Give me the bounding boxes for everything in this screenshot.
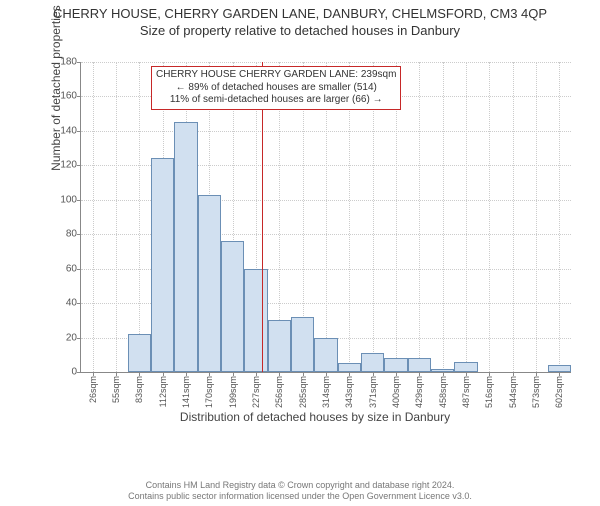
gridline-v: [419, 62, 420, 372]
histogram-bar: [431, 369, 454, 372]
histogram-bar: [384, 358, 407, 372]
x-tick-label: 400sqm: [391, 376, 401, 408]
x-tick-label: 544sqm: [508, 376, 518, 408]
histogram-bar: [244, 269, 267, 372]
x-tick-label: 314sqm: [321, 376, 331, 408]
footer-line1: Contains HM Land Registry data © Crown c…: [0, 480, 600, 491]
chart-container: Number of detached properties CHERRY HOU…: [50, 52, 580, 422]
y-tick: [77, 200, 81, 201]
x-tick-label: 285sqm: [298, 376, 308, 408]
x-tick-label: 55sqm: [111, 376, 121, 403]
x-tick-label: 429sqm: [414, 376, 424, 408]
x-tick-label: 371sqm: [368, 376, 378, 408]
gridline-v: [559, 62, 560, 372]
y-tick: [77, 372, 81, 373]
histogram-bar: [268, 320, 291, 372]
x-tick-label: 516sqm: [484, 376, 494, 408]
gridline-v: [443, 62, 444, 372]
annotation-line3: 11% of semi-detached houses are larger (…: [156, 94, 396, 107]
x-tick-label: 26sqm: [88, 376, 98, 403]
gridline-v: [489, 62, 490, 372]
annotation-box: CHERRY HOUSE CHERRY GARDEN LANE: 239sqm …: [151, 66, 401, 110]
y-tick: [77, 62, 81, 63]
x-tick-label: 199sqm: [228, 376, 238, 408]
x-tick-label: 573sqm: [531, 376, 541, 408]
y-axis-title: Number of detached properties: [49, 5, 63, 170]
x-tick-label: 256sqm: [274, 376, 284, 408]
x-tick-label: 458sqm: [438, 376, 448, 408]
histogram-bar: [314, 338, 337, 372]
y-tick: [77, 338, 81, 339]
x-tick-label: 141sqm: [181, 376, 191, 408]
y-tick-label: 60: [66, 263, 77, 274]
gridline-v: [116, 62, 117, 372]
y-tick-label: 40: [66, 298, 77, 309]
histogram-bar: [151, 158, 174, 372]
histogram-bar: [454, 362, 477, 372]
histogram-bar: [361, 353, 384, 372]
histogram-bar: [408, 358, 431, 372]
page-subtitle: Size of property relative to detached ho…: [0, 23, 600, 38]
y-tick: [77, 303, 81, 304]
x-tick-label: 602sqm: [554, 376, 564, 408]
annotation-line1: CHERRY HOUSE CHERRY GARDEN LANE: 239sqm: [156, 69, 396, 82]
x-axis-title: Distribution of detached houses by size …: [50, 410, 580, 424]
gridline-v: [139, 62, 140, 372]
x-tick-label: 227sqm: [251, 376, 261, 408]
plot-area: CHERRY HOUSE CHERRY GARDEN LANE: 239sqm …: [80, 62, 571, 373]
y-tick: [77, 165, 81, 166]
histogram-bar: [291, 317, 314, 372]
y-tick-label: 80: [66, 229, 77, 240]
histogram-bar: [548, 365, 571, 372]
histogram-bar: [174, 122, 197, 372]
x-tick-label: 343sqm: [344, 376, 354, 408]
x-tick-label: 83sqm: [134, 376, 144, 403]
y-tick: [77, 96, 81, 97]
x-tick-label: 487sqm: [461, 376, 471, 408]
y-tick-label: 20: [66, 332, 77, 343]
x-tick-label: 112sqm: [158, 376, 168, 407]
y-tick-label: 180: [60, 57, 77, 68]
y-tick: [77, 131, 81, 132]
footer-line2: Contains public sector information licen…: [0, 491, 600, 502]
x-tick-label: 170sqm: [204, 376, 214, 408]
y-tick-label: 160: [60, 91, 77, 102]
y-tick: [77, 269, 81, 270]
y-tick-label: 0: [71, 367, 77, 378]
gridline-v: [513, 62, 514, 372]
annotation-line2: ← 89% of detached houses are smaller (51…: [156, 82, 396, 95]
page-title: CHERRY HOUSE, CHERRY GARDEN LANE, DANBUR…: [0, 6, 600, 21]
gridline-v: [93, 62, 94, 372]
histogram-bar: [221, 241, 244, 372]
gridline-v: [466, 62, 467, 372]
y-tick-label: 140: [60, 125, 77, 136]
y-tick-label: 100: [60, 194, 77, 205]
gridline-v: [536, 62, 537, 372]
histogram-bar: [128, 334, 151, 372]
histogram-bar: [338, 363, 361, 372]
y-tick: [77, 234, 81, 235]
y-tick-label: 120: [60, 160, 77, 171]
histogram-bar: [198, 195, 221, 372]
footer: Contains HM Land Registry data © Crown c…: [0, 480, 600, 502]
